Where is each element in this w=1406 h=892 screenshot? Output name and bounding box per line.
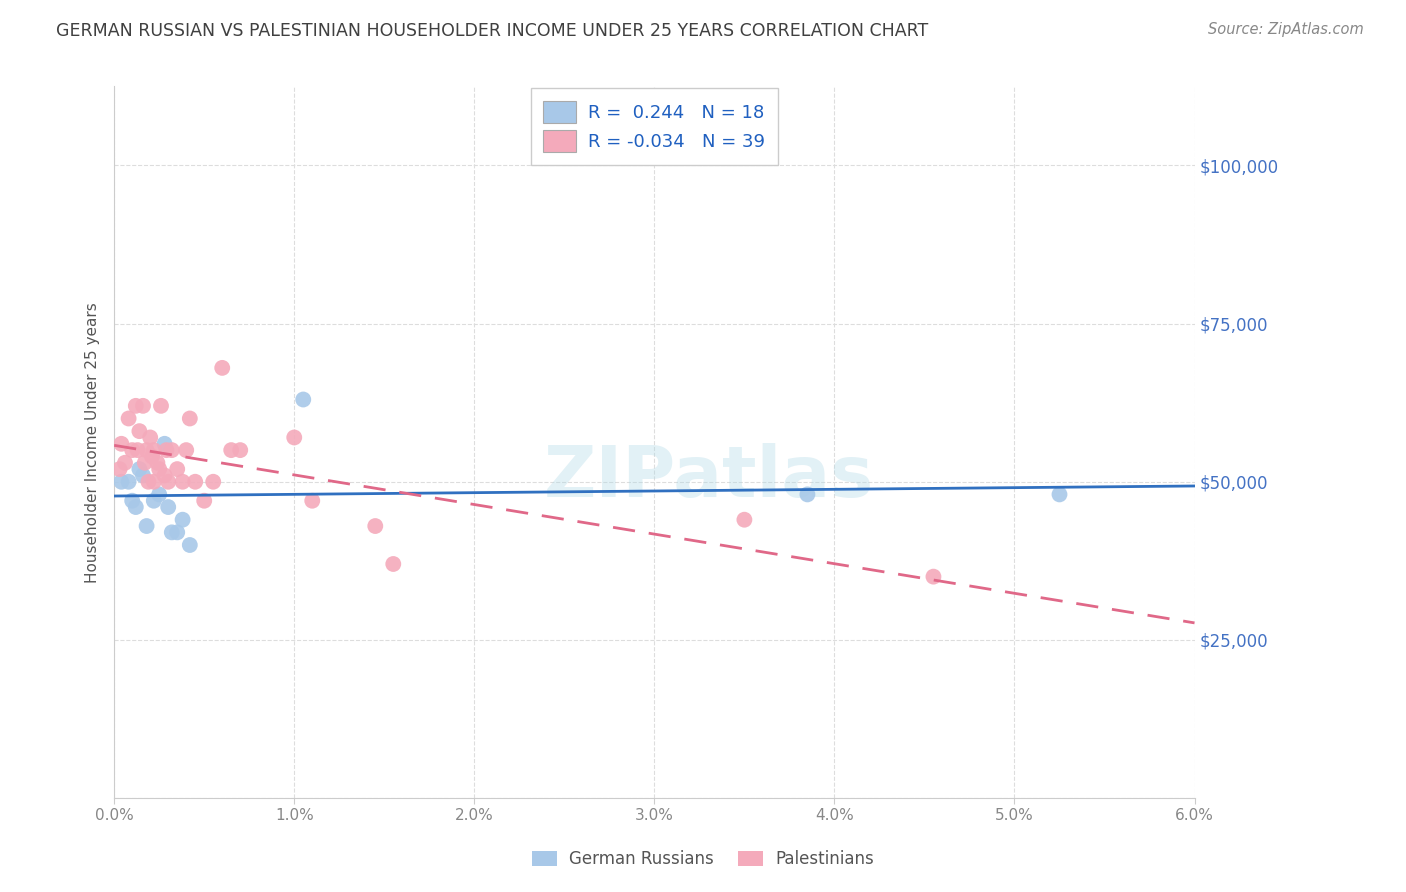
Point [139,430,162,444]
Point [128,424,150,438]
Point [292,392,315,407]
Point [110,475,132,489]
Legend: German Russians, Palestinians: German Russians, Palestinians [526,844,880,875]
Point [121,493,143,508]
Legend: R =  0.244   N = 18, R = -0.034   N = 39: R = 0.244 N = 18, R = -0.034 N = 39 [530,88,778,165]
Point [160,443,183,458]
Point [172,475,194,489]
Point [146,456,169,470]
Point [283,430,305,444]
Point [135,519,157,533]
Point [125,399,148,413]
Point [364,519,387,533]
Point [157,500,180,514]
Point [135,443,157,458]
Point [134,456,156,470]
Point [160,525,183,540]
Point [184,475,207,489]
Point [117,411,139,425]
Point [922,569,945,583]
Point [148,462,170,476]
Point [132,399,155,413]
Point [108,462,131,476]
Point [166,525,188,540]
Point [114,456,136,470]
Y-axis label: Householder Income Under 25 years: Householder Income Under 25 years [86,301,100,582]
Point [211,360,233,375]
Point [202,475,225,489]
Point [733,513,755,527]
Point [127,443,149,458]
Point [125,500,148,514]
Point [229,443,252,458]
Point [142,443,165,458]
Point [1049,487,1071,501]
Point [153,437,176,451]
Point [141,450,163,464]
Point [155,443,177,458]
Point [157,475,180,489]
Point [796,487,818,501]
Point [132,468,155,483]
Point [128,462,150,476]
Point [148,487,170,501]
Point [179,538,201,552]
Point [121,443,143,458]
Text: GERMAN RUSSIAN VS PALESTINIAN HOUSEHOLDER INCOME UNDER 25 YEARS CORRELATION CHAR: GERMAN RUSSIAN VS PALESTINIAN HOUSEHOLDE… [56,22,928,40]
Point [110,437,132,451]
Point [193,493,215,508]
Point [382,557,405,571]
Point [153,468,176,483]
Text: Source: ZipAtlas.com: Source: ZipAtlas.com [1208,22,1364,37]
Point [166,462,188,476]
Point [138,475,160,489]
Point [142,475,165,489]
Point [150,399,173,413]
Point [172,513,194,527]
Text: ZIPatlas: ZIPatlas [543,443,873,512]
Point [117,475,139,489]
Point [301,493,323,508]
Point [174,443,197,458]
Point [142,493,165,508]
Point [179,411,201,425]
Point [219,443,242,458]
